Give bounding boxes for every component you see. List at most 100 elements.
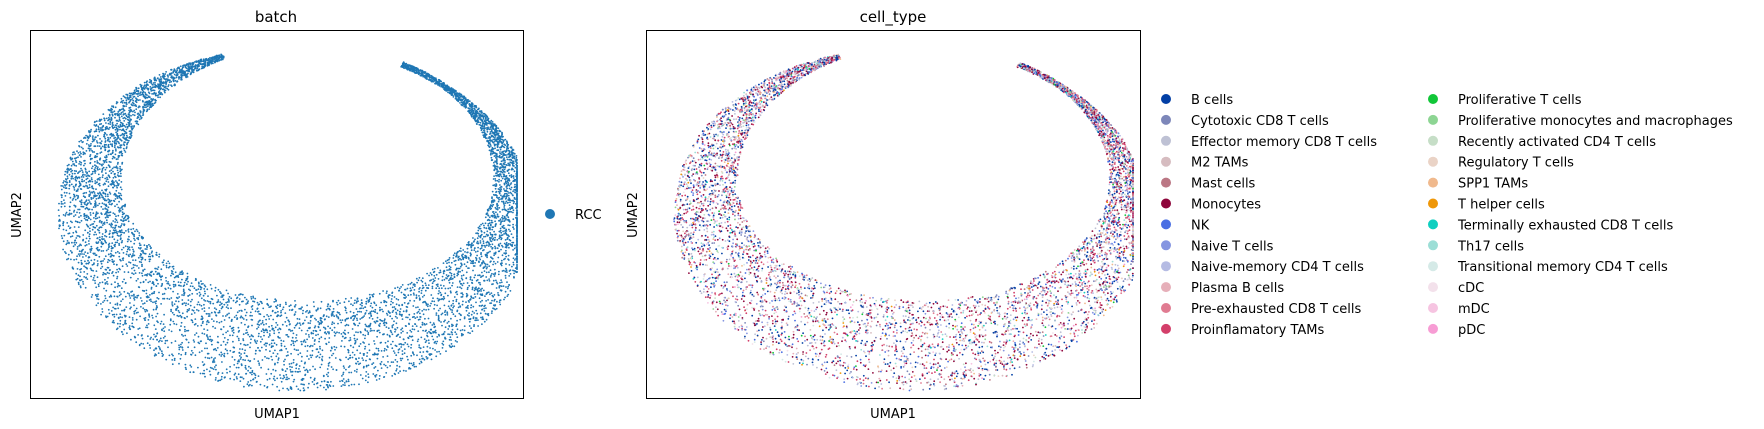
batch-point — [419, 351, 422, 354]
batch-point — [130, 306, 132, 309]
batch-point — [94, 164, 96, 167]
batch-point — [103, 223, 106, 225]
batch-point — [392, 350, 395, 352]
batch-point — [282, 340, 285, 342]
batch-point — [134, 239, 136, 242]
batch-point — [315, 356, 318, 358]
batch-point — [263, 315, 265, 318]
batch-point — [454, 340, 457, 342]
batch-point — [294, 340, 297, 343]
batch-point — [318, 340, 320, 343]
batch-point — [433, 307, 435, 310]
batch-point — [432, 338, 435, 341]
batch-point — [104, 177, 107, 180]
batch-point — [409, 290, 412, 292]
batch-point — [456, 293, 459, 296]
batch-point — [509, 161, 512, 164]
batch-point — [118, 183, 120, 185]
batch-point — [90, 275, 92, 278]
batch-point — [114, 205, 116, 208]
batch-point — [496, 207, 499, 209]
batch-point — [105, 219, 108, 222]
batch-point — [69, 235, 72, 238]
batch-point — [387, 361, 389, 363]
batch-point — [128, 325, 131, 327]
batch-point — [237, 366, 240, 369]
batch-point — [104, 140, 107, 142]
batch-point — [179, 281, 182, 284]
batch-point — [367, 364, 370, 367]
batch-point — [343, 345, 346, 348]
batch-point — [300, 383, 303, 385]
batch-point — [186, 315, 189, 318]
batch-point — [81, 262, 83, 265]
batch-point — [299, 352, 302, 354]
batch-point — [339, 380, 341, 383]
batch-point — [131, 101, 134, 104]
batch-point — [246, 331, 249, 334]
batch-point — [473, 289, 476, 292]
batch-point — [229, 365, 232, 368]
batch-point — [390, 300, 393, 303]
batch-point — [460, 296, 463, 298]
batch-point — [261, 320, 264, 322]
batch-point — [91, 185, 94, 188]
batch-point — [195, 69, 198, 72]
batch-point — [89, 214, 92, 216]
batch-point — [227, 292, 230, 295]
batch-point — [247, 369, 250, 372]
batch-point — [145, 292, 148, 295]
batch-point — [137, 99, 140, 102]
batch-point — [265, 373, 268, 375]
batch-point — [487, 299, 489, 301]
batch-point — [444, 319, 446, 322]
batch-point — [412, 305, 415, 307]
batch-point — [111, 242, 114, 245]
batch-point — [475, 259, 478, 262]
batch-point — [136, 230, 139, 233]
batch-point — [156, 254, 158, 256]
batch-point — [348, 300, 350, 303]
batch-point — [337, 299, 340, 302]
batch-point — [147, 323, 150, 325]
batch-point — [453, 276, 456, 279]
batch-point — [340, 321, 343, 324]
batch-point — [119, 146, 122, 149]
batch-point — [223, 303, 226, 306]
batch-point — [506, 142, 509, 144]
batch-point — [133, 114, 136, 117]
batch-point — [513, 276, 515, 279]
batch-point — [73, 215, 75, 218]
batch-point — [311, 337, 314, 339]
batch-point — [106, 283, 109, 285]
batch-point — [458, 312, 461, 315]
batch-point — [258, 364, 261, 366]
batch-point — [224, 343, 227, 346]
batch-point — [193, 341, 196, 343]
batch-point — [486, 219, 489, 222]
batch-point — [192, 339, 195, 341]
batch-point — [511, 265, 513, 268]
batch-point — [354, 339, 357, 342]
batch-point — [368, 317, 371, 319]
batch-point — [242, 358, 245, 361]
batch-point — [156, 306, 159, 309]
batch-point — [236, 311, 239, 314]
batch-point — [290, 371, 292, 373]
batch-point — [94, 172, 97, 174]
batch-point — [184, 351, 187, 354]
batch-point — [209, 335, 212, 338]
batch-point — [108, 236, 111, 239]
batch-point — [145, 248, 148, 251]
batch-point — [120, 134, 123, 136]
batch-point — [233, 316, 236, 318]
batch-point — [265, 348, 267, 351]
batch-point — [174, 271, 177, 274]
batch-point — [336, 303, 339, 306]
batch-point — [115, 158, 118, 161]
batch-point — [268, 343, 271, 346]
batch-point — [382, 356, 384, 358]
batch-point — [274, 349, 276, 352]
batch-point — [375, 347, 378, 350]
batch-point — [481, 222, 484, 225]
